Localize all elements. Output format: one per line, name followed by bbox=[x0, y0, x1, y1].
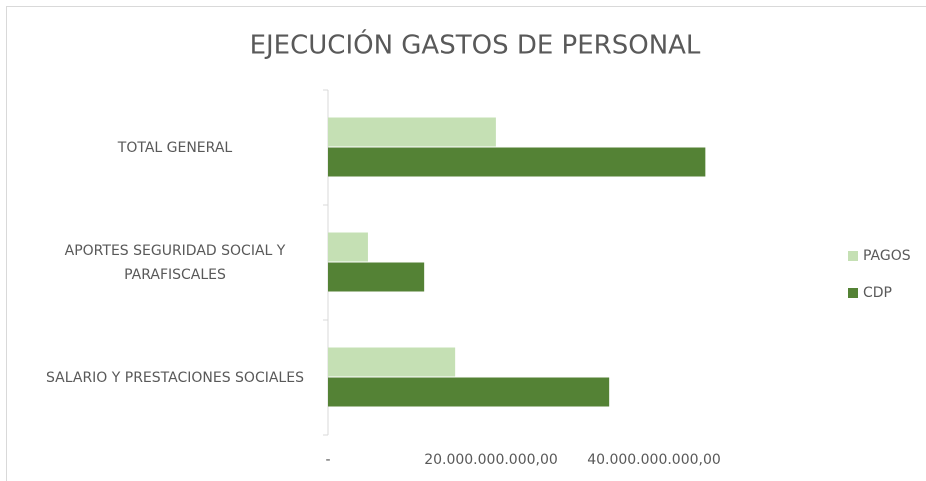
chart-title: EJECUCIÓN GASTOS DE PERSONAL bbox=[250, 29, 701, 61]
category-label: TOTAL GENERAL bbox=[117, 139, 233, 156]
bar bbox=[328, 232, 368, 262]
bar bbox=[328, 117, 496, 147]
category-label: SALARIO Y PRESTACIONES SOCIALES bbox=[46, 369, 304, 386]
category-label: APORTES SEGURIDAD SOCIAL Y PARAFISCALES bbox=[64, 242, 286, 283]
bar bbox=[328, 262, 425, 292]
bar bbox=[328, 347, 456, 377]
bar bbox=[328, 147, 706, 177]
legend-swatch bbox=[848, 288, 858, 298]
bar bbox=[328, 377, 610, 407]
x-tick-label: 20.000.000.000,00 bbox=[424, 452, 558, 468]
x-tick-label: - bbox=[325, 452, 330, 468]
x-tick-label: 40.000.000.000,00 bbox=[587, 452, 721, 468]
chart-border bbox=[6, 6, 926, 481]
legend-label: PAGOS bbox=[863, 248, 911, 264]
legend-label: CDP bbox=[863, 285, 892, 301]
legend-swatch bbox=[848, 251, 858, 261]
